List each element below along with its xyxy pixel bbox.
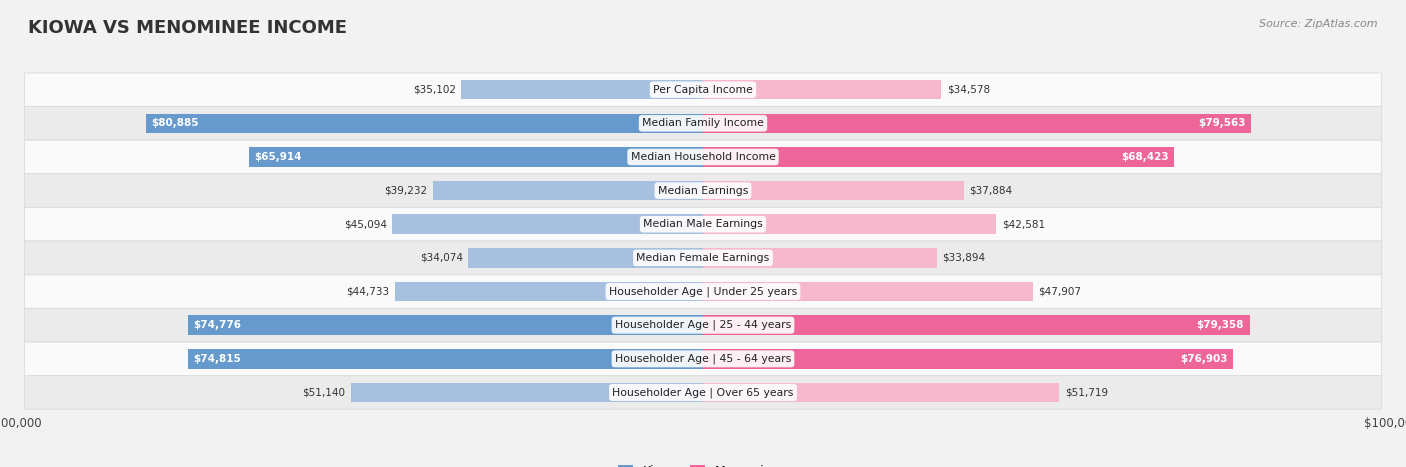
FancyBboxPatch shape — [24, 376, 1382, 409]
Text: $34,074: $34,074 — [420, 253, 463, 263]
Bar — [703, 80, 941, 99]
FancyBboxPatch shape — [24, 342, 1382, 375]
Text: $44,733: $44,733 — [346, 287, 389, 297]
Text: Householder Age | 45 - 64 years: Householder Age | 45 - 64 years — [614, 354, 792, 364]
Bar — [703, 181, 965, 200]
Text: $68,423: $68,423 — [1121, 152, 1168, 162]
Legend: Kiowa, Menominee: Kiowa, Menominee — [613, 460, 793, 467]
Text: $39,232: $39,232 — [384, 185, 427, 196]
FancyBboxPatch shape — [24, 73, 1382, 106]
FancyBboxPatch shape — [24, 275, 1382, 308]
Bar — [468, 248, 703, 268]
Text: Median Household Income: Median Household Income — [630, 152, 776, 162]
Text: $74,815: $74,815 — [193, 354, 240, 364]
Bar — [188, 315, 703, 335]
Text: Householder Age | Over 65 years: Householder Age | Over 65 years — [612, 387, 794, 398]
Text: Householder Age | Under 25 years: Householder Age | Under 25 years — [609, 286, 797, 297]
FancyBboxPatch shape — [24, 140, 1382, 174]
Bar — [395, 282, 703, 301]
Text: Per Capita Income: Per Capita Income — [652, 85, 754, 95]
Text: $35,102: $35,102 — [412, 85, 456, 95]
Bar — [703, 113, 1251, 133]
Bar — [392, 214, 703, 234]
Bar — [350, 382, 703, 402]
Text: $79,563: $79,563 — [1198, 118, 1246, 128]
Text: Source: ZipAtlas.com: Source: ZipAtlas.com — [1260, 19, 1378, 28]
Bar — [703, 382, 1059, 402]
Text: $33,894: $33,894 — [942, 253, 986, 263]
Text: Median Female Earnings: Median Female Earnings — [637, 253, 769, 263]
FancyBboxPatch shape — [24, 106, 1382, 140]
FancyBboxPatch shape — [24, 241, 1382, 275]
Text: $74,776: $74,776 — [194, 320, 242, 330]
Bar — [249, 147, 703, 167]
FancyBboxPatch shape — [24, 174, 1382, 207]
Text: $51,140: $51,140 — [302, 388, 344, 397]
Bar — [703, 214, 997, 234]
Text: $76,903: $76,903 — [1180, 354, 1227, 364]
Bar — [146, 113, 703, 133]
Text: $65,914: $65,914 — [254, 152, 302, 162]
Text: $79,358: $79,358 — [1197, 320, 1244, 330]
Text: $47,907: $47,907 — [1039, 287, 1081, 297]
Bar — [703, 248, 936, 268]
Text: $51,719: $51,719 — [1064, 388, 1108, 397]
Text: $37,884: $37,884 — [970, 185, 1012, 196]
Bar — [433, 181, 703, 200]
Text: Median Earnings: Median Earnings — [658, 185, 748, 196]
Text: Median Family Income: Median Family Income — [643, 118, 763, 128]
Bar — [703, 282, 1033, 301]
Text: $42,581: $42,581 — [1002, 219, 1045, 229]
FancyBboxPatch shape — [24, 308, 1382, 342]
Bar — [703, 315, 1250, 335]
Bar — [461, 80, 703, 99]
Bar — [703, 349, 1233, 368]
Text: $34,578: $34,578 — [946, 85, 990, 95]
Text: $80,885: $80,885 — [152, 118, 198, 128]
Text: Median Male Earnings: Median Male Earnings — [643, 219, 763, 229]
Bar — [703, 147, 1174, 167]
Bar — [187, 349, 703, 368]
Text: KIOWA VS MENOMINEE INCOME: KIOWA VS MENOMINEE INCOME — [28, 19, 347, 37]
FancyBboxPatch shape — [24, 207, 1382, 241]
Text: $45,094: $45,094 — [344, 219, 387, 229]
Text: Householder Age | 25 - 44 years: Householder Age | 25 - 44 years — [614, 320, 792, 331]
